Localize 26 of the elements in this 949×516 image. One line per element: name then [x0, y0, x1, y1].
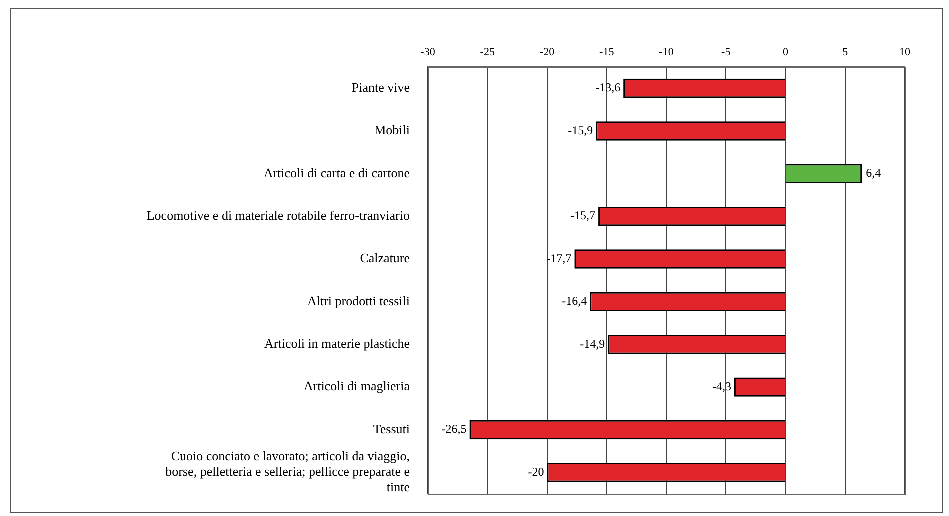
- x-tick-label: -30: [420, 46, 436, 58]
- y-tick-label: Piante vive: [352, 80, 410, 95]
- x-tick-label: -15: [600, 46, 615, 58]
- x-tick-label: -25: [480, 46, 496, 58]
- data-label: 6,4: [866, 166, 882, 180]
- y-tick-label: Articoli di carta e di cartone: [264, 165, 410, 180]
- x-tick-label: -10: [659, 46, 674, 58]
- data-label: -16,4: [562, 294, 588, 308]
- x-tick-label: -5: [722, 46, 732, 58]
- data-label: -15,7: [570, 208, 596, 223]
- y-tick-label: Altri prodotti tessili: [307, 293, 410, 308]
- x-tick-label: 10: [900, 46, 911, 58]
- y-tick-label: Mobili: [374, 122, 410, 138]
- y-tick-label: Locomotive e di materiale rotabile ferro-tranviario: [146, 208, 410, 223]
- y-tick-label: Articoli di maglieria: [304, 378, 410, 394]
- y-tick-label: Calzature: [360, 250, 410, 266]
- data-label: -26,5: [442, 422, 467, 436]
- data-label: -20: [528, 464, 544, 479]
- data-label: -14,9: [580, 336, 606, 351]
- y-tick-label: Tessuti: [373, 421, 410, 436]
- data-label: -15,9: [568, 123, 594, 138]
- y-tick-label: Cuoio conciato e lavorato; articoli da viaggio, borse, pelletteria e selleria; pellicce preparate e tinte: [166, 448, 410, 495]
- y-tick-label: Articoli in materie plastiche: [264, 336, 410, 352]
- x-tick-label: 0: [783, 46, 789, 58]
- x-tick-label: -20: [540, 46, 556, 58]
- x-tick-label: 5: [842, 46, 849, 58]
